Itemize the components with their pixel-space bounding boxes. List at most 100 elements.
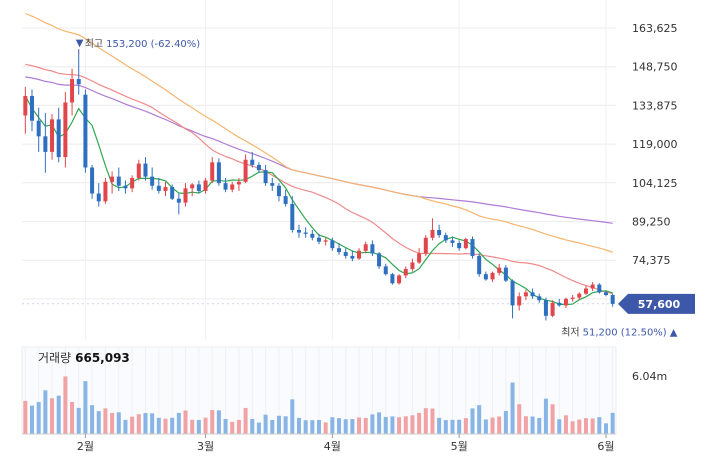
- candle-body: [310, 233, 315, 238]
- low-marker-label: 최저 51,200 (12.50%): [561, 326, 667, 338]
- volume-bar: [110, 412, 115, 434]
- candle-body: [550, 302, 555, 316]
- candle-body: [390, 274, 395, 284]
- candle-body: [457, 242, 462, 249]
- volume-bar: [523, 416, 528, 434]
- candle-body: [103, 181, 108, 202]
- volume-bar: [403, 416, 408, 434]
- ma20-line: [25, 63, 613, 295]
- volume-bar: [270, 420, 275, 434]
- candle-body: [70, 79, 75, 103]
- volume-bar: [23, 400, 28, 434]
- volume-bar: [203, 417, 208, 434]
- candle-body: [583, 288, 588, 294]
- candle-body: [590, 284, 595, 289]
- candle-body: [337, 248, 342, 253]
- candle-body: [283, 196, 288, 204]
- candle-body: [243, 159, 248, 182]
- candle-body: [123, 185, 128, 189]
- candle-body: [503, 267, 508, 281]
- candle-body: [517, 296, 522, 306]
- candle-body: [597, 284, 602, 293]
- time-axis-label: 5월: [451, 440, 468, 453]
- candle-body: [290, 203, 295, 230]
- volume-bar: [490, 417, 495, 434]
- volume-bar: [350, 419, 355, 434]
- candle-body: [443, 235, 448, 241]
- price-axis-ticks: 163,625 148,750 133,875 119,000 104,125 89,25…: [632, 22, 678, 306]
- volume-bar: [603, 423, 608, 434]
- candle-body: [570, 297, 575, 299]
- low-marker-arrow-icon: ▲: [670, 327, 678, 338]
- volume-bar: [156, 417, 161, 434]
- volume-bar: [430, 408, 435, 434]
- volume-bar: [103, 408, 108, 434]
- price-tick-label: 74,375: [632, 254, 671, 267]
- volume-bar: [383, 416, 388, 434]
- volume-bar: [497, 416, 502, 434]
- candle-body: [537, 296, 542, 301]
- candle-body: [330, 240, 335, 249]
- candle-body: [603, 292, 608, 295]
- volume-bar: [30, 405, 35, 434]
- candle-body: [143, 163, 148, 177]
- candle-body: [156, 185, 161, 191]
- candle-body: [183, 188, 188, 203]
- volume-bar: [176, 412, 181, 434]
- volume-bar: [230, 421, 235, 434]
- volume-bar: [130, 416, 135, 434]
- candle-body: [163, 187, 168, 191]
- volume-bar: [437, 417, 442, 434]
- volume-bar: [76, 407, 81, 434]
- candle-body: [276, 185, 281, 197]
- current-price-label: 57,600: [638, 298, 681, 311]
- volume-bar: [343, 419, 348, 434]
- candle-body: [236, 181, 241, 185]
- candle-body: [577, 293, 582, 298]
- volume-bar: [357, 417, 362, 434]
- volume-bar: [223, 418, 228, 434]
- time-axis: 2월3월4월5월6월7월: [22, 433, 616, 453]
- candle-body: [270, 183, 275, 186]
- candle-body: [210, 162, 215, 181]
- volume-bar: [290, 399, 295, 434]
- extreme-markers: ▼ 최고 153,200 (-62.40%) 최저 51,200 (12.50%) …: [76, 38, 678, 338]
- candle-body: [510, 280, 515, 306]
- volume-bar: [483, 419, 488, 434]
- volume-bar: [63, 376, 68, 434]
- high-marker-label: 최고 153,200 (-62.40%): [85, 38, 201, 50]
- candle-body: [36, 120, 41, 137]
- volume-bar: [83, 381, 88, 434]
- volume-bar: [263, 414, 268, 434]
- volume-bar: [597, 417, 602, 434]
- volume-panel: 거래량 665,093 6.04m: [21, 346, 667, 435]
- volume-bar: [310, 420, 315, 434]
- volume-bar: [410, 415, 415, 434]
- candle-body: [477, 255, 482, 275]
- volume-bar: [36, 402, 41, 434]
- candle-body: [203, 180, 208, 191]
- volume-bar: [570, 421, 575, 434]
- candle-body: [463, 239, 468, 249]
- volume-bar: [583, 418, 588, 434]
- candle-body: [216, 162, 221, 184]
- volume-bar: [296, 417, 301, 434]
- volume-bar: [116, 412, 121, 434]
- candle-body: [316, 237, 322, 242]
- volume-bar: [303, 420, 308, 434]
- candle-body: [323, 240, 328, 242]
- candle-body: [497, 267, 502, 273]
- volume-bar: [143, 413, 148, 434]
- volume-bar: [510, 382, 515, 434]
- volume-bar: [56, 395, 61, 434]
- candle-body: [410, 262, 415, 269]
- ma60-line: [25, 12, 613, 253]
- candle-body: [23, 95, 28, 116]
- volume-bar: [196, 419, 201, 434]
- volume-bar: [377, 412, 382, 434]
- volume-bar: [390, 416, 395, 434]
- candle-body: [370, 244, 375, 254]
- price-tick-label: 133,875: [632, 99, 678, 112]
- candle-body: [250, 159, 255, 165]
